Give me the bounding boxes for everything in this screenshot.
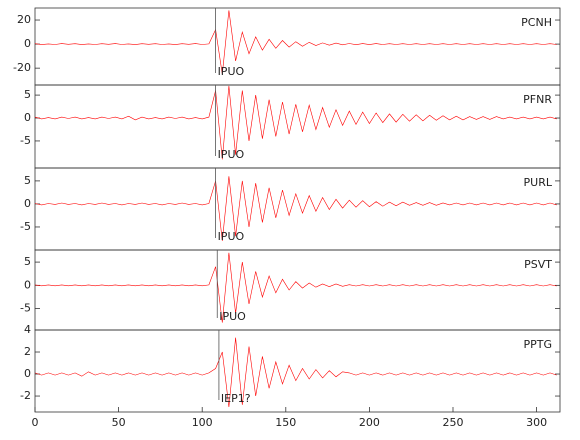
panel-frame (34, 249, 561, 331)
y-tick-label: -5 (20, 134, 31, 147)
y-tick-label: -2 (20, 389, 31, 402)
x-tick-label: 100 (192, 416, 213, 429)
panel-frame (34, 84, 561, 169)
pick-label: IPUO (218, 65, 245, 78)
y-tick-label: 0 (24, 111, 31, 124)
waveform (34, 337, 557, 408)
y-tick-label: 5 (24, 174, 31, 187)
pick-label: IEP1? (221, 392, 251, 405)
station-label: PCNH (521, 16, 552, 29)
x-tick-label: 200 (359, 416, 380, 429)
y-tick-label: 0 (24, 37, 31, 50)
pick-label: IPUO (219, 310, 246, 323)
y-tick-label: 0 (24, 197, 31, 210)
station-label: PSVT (524, 258, 552, 271)
pick-label: IPUO (218, 148, 245, 161)
y-tick-label: -5 (20, 302, 31, 315)
waveform (34, 10, 557, 75)
y-tick-label: 0 (24, 367, 31, 380)
y-tick-label: 20 (17, 13, 31, 26)
y-tick-label: 2 (24, 345, 31, 358)
x-tick-label: 300 (526, 416, 547, 429)
station-label: PURL (524, 176, 553, 189)
panel-frame (34, 329, 561, 413)
x-tick-label: 150 (275, 416, 296, 429)
y-tick-label: 4 (24, 323, 31, 336)
station-label: PPTG (523, 338, 552, 351)
pick-label: IPUO (218, 230, 245, 243)
panel-frame (34, 7, 561, 86)
x-tick-label: 250 (442, 416, 463, 429)
waveform (34, 176, 557, 241)
x-tick-label: 50 (112, 416, 126, 429)
y-tick-label: 5 (24, 88, 31, 101)
y-tick-label: -20 (13, 61, 31, 74)
station-label: PFNR (523, 93, 552, 106)
waveform (34, 252, 557, 323)
y-tick-label: 5 (24, 255, 31, 268)
y-tick-label: -5 (20, 220, 31, 233)
y-tick-label: 0 (24, 278, 31, 291)
waveform (34, 85, 557, 160)
x-tick-label: 0 (32, 416, 39, 429)
panel-frame (34, 167, 561, 251)
